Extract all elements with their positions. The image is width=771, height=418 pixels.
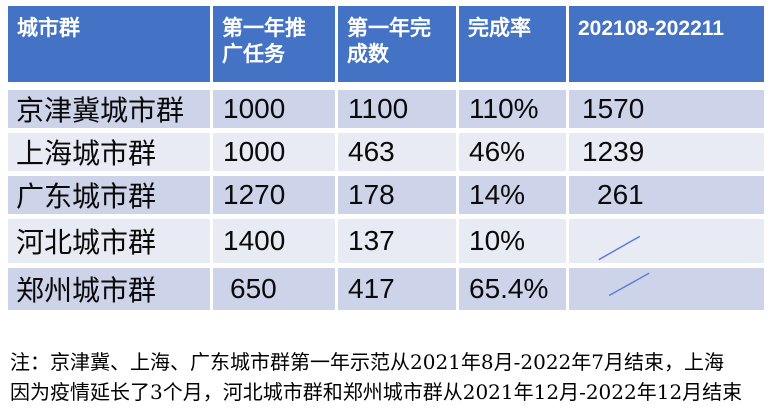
header-first-year-task: 第一年推 广任务 xyxy=(213,6,335,82)
task-cell: 1270 xyxy=(213,176,335,214)
period-total-cell: 261 xyxy=(569,176,764,214)
rate-cell: 46% xyxy=(459,133,566,171)
city-cluster-table: 城市群 第一年推 广任务 第一年完 成数 完成率 202108-202211 京… xyxy=(8,6,764,310)
city-name-cell: 京津冀城市群 xyxy=(8,90,210,128)
task-cell: 1000 xyxy=(213,133,335,171)
city-name-cell: 河北城市群 xyxy=(8,219,210,263)
header-first-year-done: 第一年完 成数 xyxy=(338,6,456,82)
period-total-cell: 1570 xyxy=(569,90,764,128)
done-cell: 463 xyxy=(338,133,456,171)
period-total-cell-empty xyxy=(569,268,764,310)
header-period-202108-202211: 202108-202211 xyxy=(569,6,764,82)
table-row-guangdong: 广东城市群 1270 178 14% 261 xyxy=(8,176,764,214)
done-cell: 178 xyxy=(338,176,456,214)
period-total-cell-empty xyxy=(569,219,764,263)
rate-cell: 10% xyxy=(459,219,566,263)
footnote: 注：京津冀、上海、广东城市群第一年示范从2021年8月-2022年7月结束，上海… xyxy=(10,347,770,407)
task-cell: 1400 xyxy=(213,219,335,263)
empty-cell-slash-icon xyxy=(598,235,641,261)
done-cell: 137 xyxy=(338,219,456,263)
rate-cell: 14% xyxy=(459,176,566,214)
header-city-cluster: 城市群 xyxy=(8,6,210,82)
city-name-cell: 广东城市群 xyxy=(8,176,210,214)
rate-cell: 110% xyxy=(459,90,566,128)
city-name-cell: 郑州城市群 xyxy=(8,268,210,310)
footnote-line-2: 因为疫情延长了3个月，河北城市群和郑州城市群从2021年12月-2022年12月… xyxy=(10,380,743,404)
task-cell: 650 xyxy=(213,268,335,310)
footnote-line-1: 注：京津冀、上海、广东城市群第一年示范从2021年8月-2022年7月结束，上海 xyxy=(10,350,725,374)
done-cell: 417 xyxy=(338,268,456,310)
table-row-shanghai: 上海城市群 1000 463 46% 1239 xyxy=(8,133,764,171)
table-header-row: 城市群 第一年推 广任务 第一年完 成数 完成率 202108-202211 xyxy=(8,6,764,82)
period-total-cell: 1239 xyxy=(569,133,764,171)
task-cell: 1000 xyxy=(213,90,335,128)
empty-cell-slash-icon xyxy=(608,272,650,297)
header-completion-rate: 完成率 xyxy=(459,6,566,82)
table-row-zhengzhou: 郑州城市群 650 417 65.4% xyxy=(8,268,764,310)
table-row-hebei: 河北城市群 1400 137 10% xyxy=(8,219,764,263)
table-row-jingjinji: 京津冀城市群 1000 1100 110% 1570 xyxy=(8,90,764,128)
done-cell: 1100 xyxy=(338,90,456,128)
city-name-cell: 上海城市群 xyxy=(8,133,210,171)
rate-cell: 65.4% xyxy=(459,268,566,310)
